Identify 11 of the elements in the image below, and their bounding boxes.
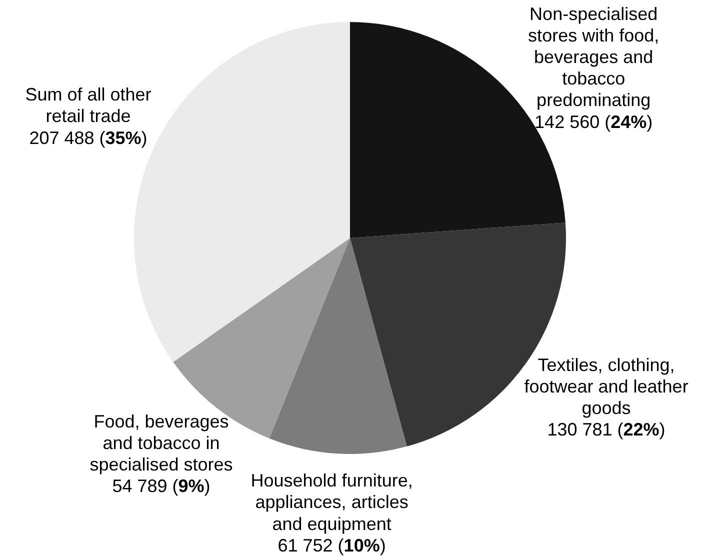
- slice-label: Sum of all other retail trade: [25, 84, 152, 126]
- slice-label: Non-specialised stores with food, beverages and tobacco predominating: [528, 4, 660, 110]
- data-label: 54 789 (9%): [112, 476, 210, 496]
- data-label: 207 488 (35%): [29, 128, 148, 148]
- data-label: 61 752 (10%): [278, 535, 386, 556]
- slice-label: Food, beverages and tobacco in specialised stores: [90, 411, 233, 475]
- data-label: 142 560 (24%): [534, 112, 653, 132]
- data-label: 130 781 (22%): [547, 420, 666, 440]
- pie-slice: [269, 238, 407, 454]
- slice-label: Textiles, clothing, footwear and leather goods: [524, 354, 688, 418]
- slice-label: Household furniture, appliances, articles and equipment: [250, 470, 413, 534]
